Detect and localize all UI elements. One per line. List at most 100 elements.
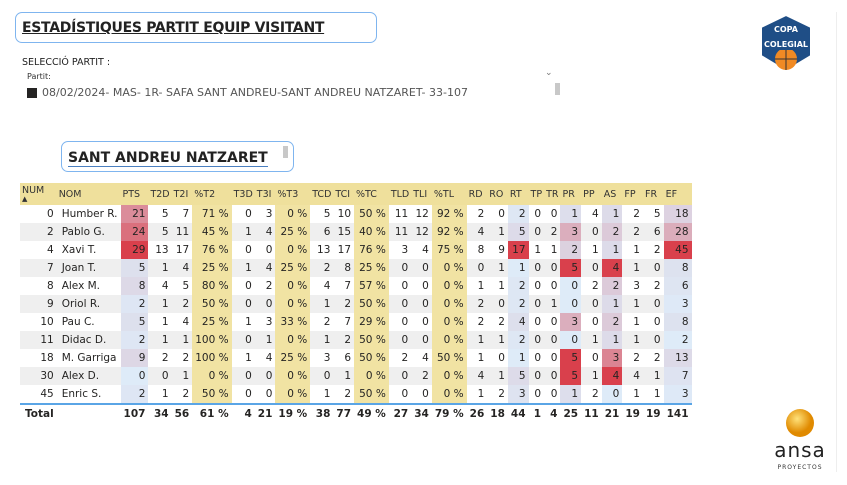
table-row[interactable]: 45 Enric S. 2 1 2 50 % 0 0 0 % 1 2 50 % 0 0 0 % 1 2 3 0 0 1 2… (20, 385, 692, 404)
table-row[interactable]: 4 Xavi T. 29 13 17 76 % 0 0 0 % 13 17 76 % 3 4 75 % 8 9 1… (20, 241, 692, 259)
column-header-label: PR (562, 188, 575, 200)
cell-tr: 2 (544, 223, 561, 241)
column-header-label: TP (530, 188, 543, 200)
cell-tci: 2 (333, 331, 355, 349)
cell-pct-t2: 100 % (192, 349, 232, 367)
column-header-tp[interactable]: TP (528, 183, 545, 205)
cell-fr: 0 (653, 316, 661, 328)
cell-pct-tc: 50 % (354, 295, 389, 313)
column-header-nom[interactable]: NOM (56, 183, 121, 205)
column-header-label: %T3 (277, 188, 299, 200)
column-header-pp[interactable]: PP (581, 183, 602, 205)
cell-tcd: 1 (323, 388, 331, 400)
cell-tli: 0 (411, 331, 432, 349)
column-header-pct-tl[interactable]: %TL (431, 183, 467, 205)
cell-t2d: 1 (148, 331, 172, 349)
column-header-tci[interactable]: TCI (333, 183, 355, 205)
column-header-pct-t2[interactable]: %T2 (192, 183, 232, 205)
cell-t3i: 0 (265, 388, 273, 400)
column-header-rd[interactable]: RD (466, 183, 488, 205)
cell-ro: 2 (498, 388, 505, 400)
total-cell: 56 (171, 403, 193, 422)
column-header-tcd[interactable]: TCD (310, 183, 334, 205)
cell-t3d: 0 (245, 244, 252, 256)
cell-pts: 5 (120, 313, 149, 331)
partit-option-label: 08/02/2024- MAS- 1R- SAFA SANT ANDREU-SA… (42, 86, 468, 99)
column-header-tli[interactable]: TLI (411, 183, 432, 205)
cell-t2d: 1 (161, 388, 169, 400)
cell-t3i: 4 (265, 352, 273, 364)
table-row[interactable]: 7 Joan T. 5 1 4 25 % 1 4 25 % 2 8 25 % 0 0 0 % 0 1 1 0 0 5 0 4… (20, 259, 692, 277)
column-header-fr[interactable]: FR (642, 183, 664, 205)
column-header-pct-t3[interactable]: %T3 (275, 183, 311, 205)
cell-pr: 5 (560, 259, 582, 277)
sort-ascending-icon[interactable]: ▲ (22, 195, 28, 203)
copa-colegial-logo: COPA COLEGIAL (755, 12, 817, 78)
cell-fr: 5 (653, 208, 661, 220)
table-row[interactable]: 18 M. Garriga 9 2 2 100 % 1 4 25 % 3 6 50 % 2 4 50 % 1 0… (20, 349, 692, 367)
cell-pct-tl: 50 % (431, 349, 467, 367)
checkbox-checked-icon[interactable] (27, 87, 37, 98)
column-header-tld[interactable]: TLD (388, 183, 412, 205)
cell-ro: 0 (487, 295, 508, 313)
divider (836, 12, 837, 472)
cell-t2i: 4 (171, 259, 193, 277)
cell-t2i: 7 (182, 208, 190, 220)
table-row[interactable]: 0 Humber R. 21 5 7 71 % 0 3 0 % 5 10 50 % 11 12 92 % 2 0… (20, 205, 692, 223)
column-header-t2i[interactable]: T2I (171, 183, 193, 205)
table-row[interactable]: 9 Oriol R. 2 1 2 50 % 0 0 0 % 1 2 50 % 0 0 0 % 2 0 2 0 1 0 0 1… (20, 295, 692, 313)
column-header-num[interactable]: NUM ▲ (20, 183, 57, 205)
column-header-t2d[interactable]: T2D (148, 183, 172, 205)
cell-nom: M. Garriga (61, 352, 117, 364)
cell-fp: 1 (622, 295, 643, 313)
column-header-pr[interactable]: PR (560, 183, 582, 205)
cell-t3i: 2 (265, 280, 273, 292)
column-header-rt[interactable]: RT (507, 183, 529, 205)
table-row[interactable]: 11 Didac D. 2 1 1 100 % 0 1 0 % 1 2 50 % 0 0 0 % 1 1 2 0 0 0… (20, 331, 692, 349)
cell-tr: 0 (544, 331, 561, 349)
cell-t3d: 0 (231, 367, 255, 385)
cell-ef: 45 (663, 241, 692, 259)
slicer-scrollbar[interactable] (555, 83, 560, 95)
total-cell: 18 (487, 403, 508, 422)
cell-pct-tl: 0 % (431, 367, 467, 385)
column-header-pts[interactable]: PTS (120, 183, 149, 205)
cell-fp: 1 (633, 244, 640, 256)
cell-ef: 2 (663, 331, 692, 349)
table-row[interactable]: 10 Pau C. 5 1 4 25 % 1 3 33 % 2 7 29 % 0 0 0 % 2 2 4 0 0 3 0 2… (20, 313, 692, 331)
column-header-pct-tc[interactable]: %TC (354, 183, 389, 205)
cell-pr: 1 (560, 385, 582, 404)
cell-pp: 4 (592, 208, 599, 220)
chevron-down-icon[interactable]: ⌄ (545, 68, 553, 78)
cell-tli: 0 (422, 280, 429, 292)
cell-fp: 1 (633, 388, 640, 400)
cell-tld: 0 (401, 388, 409, 400)
cell-tp: 0 (534, 352, 542, 364)
column-header-ef[interactable]: EF (663, 183, 692, 205)
cell-tli: 4 (422, 244, 429, 256)
table-row[interactable]: 30 Alex D. 0 0 1 0 % 0 0 0 % 0 1 0 % 0 2 0 % 4 1 5 0 0 5 1 4 4 1… (20, 367, 692, 385)
partit-slicer-label: Partit: (27, 72, 51, 81)
cell-pr: 3 (560, 313, 582, 331)
column-header-t3d[interactable]: T3D (231, 183, 255, 205)
cell-pct-tc: 50 % (354, 349, 389, 367)
column-header-fp[interactable]: FP (622, 183, 643, 205)
table-row[interactable]: 2 Pablo G. 24 5 11 45 % 1 4 25 % 6 15 40 % 11 12 92 % 4… (20, 223, 692, 241)
cell-pp: 0 (592, 316, 599, 328)
column-header-ro[interactable]: RO (487, 183, 508, 205)
cell-tld: 0 (388, 367, 412, 385)
cell-pct-t3: 25 % (275, 259, 311, 277)
cell-rd: 4 (466, 223, 488, 241)
cell-ef: 8 (663, 313, 692, 331)
column-header-t3i[interactable]: T3I (254, 183, 276, 205)
column-header-tr[interactable]: TR (544, 183, 561, 205)
cell-tp: 0 (528, 223, 545, 241)
cell-rt: 17 (507, 241, 529, 259)
table-row[interactable]: 8 Alex M. 8 4 5 80 % 0 2 0 % 4 7 57 % 0 0 0 % 1 1 2 0 0 0 2 2 3… (20, 277, 692, 295)
team-scrollbar[interactable] (283, 146, 288, 158)
partit-option[interactable]: 08/02/2024- MAS- 1R- SAFA SANT ANDREU-SA… (27, 86, 468, 99)
column-header-as[interactable]: AS (601, 183, 623, 205)
total-cell: 25 (560, 403, 582, 422)
cell-fr: 6 (642, 223, 664, 241)
cell-tr: 0 (544, 367, 561, 385)
